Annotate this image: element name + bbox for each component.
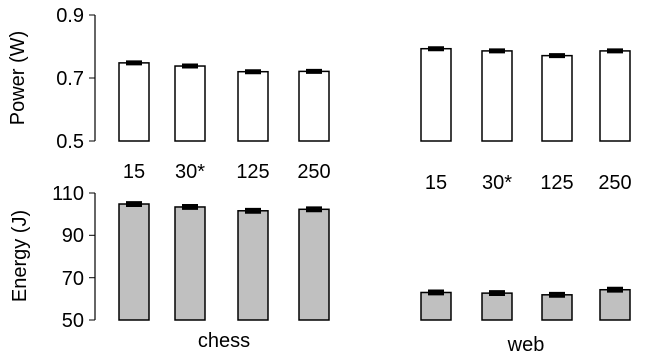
energy-y-axis-title: Energy (J) bbox=[9, 210, 31, 302]
energy-bar-chess-0 bbox=[118, 203, 150, 321]
energy-error-bar-chess-3 bbox=[306, 206, 322, 213]
power-x-tick-label: 250 bbox=[598, 172, 631, 194]
power-bar-chess-3 bbox=[298, 70, 330, 142]
power-error-bar-chess-2 bbox=[245, 69, 261, 75]
power-tick-label: 0.5 bbox=[56, 131, 84, 153]
power-error-bar-web-1 bbox=[489, 48, 505, 54]
group-label-web: web bbox=[507, 334, 545, 356]
power-x-tick-label: 125 bbox=[236, 161, 269, 183]
power-tick-label: 0.9 bbox=[56, 5, 84, 27]
group-label-chess: chess bbox=[198, 330, 250, 352]
energy-bar-web-1 bbox=[481, 292, 513, 321]
energy-bar-chess-1 bbox=[174, 206, 206, 321]
power-y-axis-title: Power (W) bbox=[7, 31, 29, 125]
energy-error-bar-chess-0 bbox=[126, 201, 142, 207]
energy-bar-chess-2 bbox=[237, 210, 269, 321]
power-bar-chess-2 bbox=[237, 70, 269, 142]
energy-error-bar-web-0 bbox=[428, 289, 444, 296]
power-x-tick-label: 125 bbox=[540, 172, 573, 194]
energy-error-bar-web-1 bbox=[489, 290, 505, 297]
power-bar-chess-1 bbox=[174, 65, 206, 142]
power-bar-web-3 bbox=[599, 50, 631, 142]
power-tick-label: 0.7 bbox=[56, 68, 84, 90]
power-error-bar-chess-3 bbox=[306, 68, 322, 74]
power-bar-chess-0 bbox=[118, 62, 150, 142]
power-error-bar-web-2 bbox=[549, 53, 565, 59]
power-error-bar-web-3 bbox=[607, 48, 623, 54]
energy-error-bar-chess-2 bbox=[245, 207, 261, 214]
energy-error-bar-chess-1 bbox=[182, 204, 198, 210]
power-error-bar-web-0 bbox=[428, 46, 444, 52]
power-x-tick-label: 15 bbox=[425, 172, 447, 194]
energy-bar-web-3 bbox=[599, 288, 631, 321]
power-x-tick-label: 250 bbox=[297, 161, 330, 183]
energy-tick-label: 90 bbox=[62, 225, 84, 247]
power-x-tick-label: 30* bbox=[175, 161, 205, 183]
energy-bar-web-0 bbox=[420, 291, 452, 321]
energy-tick-label: 50 bbox=[62, 310, 84, 332]
power-x-tick-label: 15 bbox=[123, 161, 145, 183]
power-chart: 0.9 0.7 0.5 Power (W) 15 30* 125 250 15 … bbox=[7, 5, 632, 194]
energy-bar-chess-3 bbox=[298, 208, 330, 321]
energy-tick-label: 110 bbox=[52, 183, 84, 205]
power-bar-web-0 bbox=[420, 47, 452, 142]
energy-tick-label: 70 bbox=[62, 268, 84, 290]
energy-bar-web-2 bbox=[541, 294, 573, 321]
power-bar-web-2 bbox=[541, 54, 573, 142]
power-error-bar-chess-1 bbox=[182, 63, 198, 69]
energy-error-bar-web-3 bbox=[607, 286, 623, 293]
power-bar-web-1 bbox=[481, 50, 513, 142]
power-x-tick-label: 30* bbox=[482, 172, 512, 194]
energy-chart: 110 90 70 50 Energy (J) chess web bbox=[9, 183, 631, 356]
power-error-bar-chess-0 bbox=[126, 60, 142, 66]
energy-error-bar-web-2 bbox=[549, 291, 565, 298]
